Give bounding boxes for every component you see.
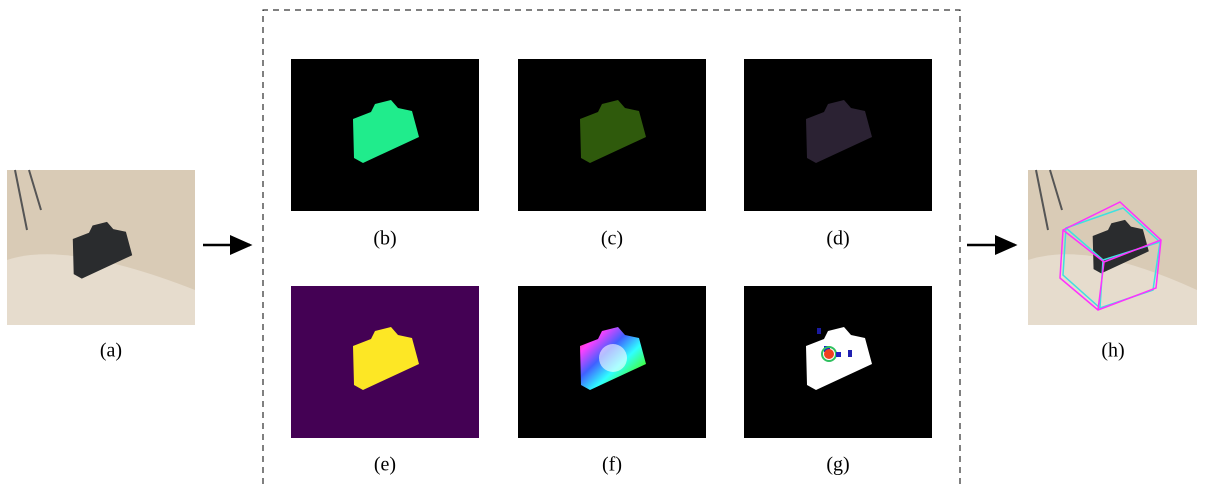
panel-label: (f) xyxy=(602,454,622,476)
table-surface xyxy=(1028,254,1197,325)
vote-point xyxy=(836,352,841,357)
mask-panel xyxy=(291,59,479,211)
panel-label: (b) xyxy=(373,228,396,250)
dashed-frame xyxy=(262,9,961,484)
chair-legs xyxy=(14,169,42,231)
segmentation-panel xyxy=(291,286,479,438)
field-center xyxy=(599,344,627,372)
panel-label: (d) xyxy=(826,228,849,250)
vote-point xyxy=(824,346,830,352)
feature-panel xyxy=(744,59,932,211)
output-image xyxy=(1028,169,1197,325)
vote-point xyxy=(848,350,852,357)
vector-field-panel xyxy=(518,286,706,438)
vote-point xyxy=(817,328,821,334)
chair-legs xyxy=(1035,169,1063,231)
feature-panel xyxy=(518,59,706,211)
panel-label: (c) xyxy=(601,228,623,250)
voting-panel xyxy=(744,286,932,438)
input-image xyxy=(7,169,195,325)
panel-label: (g) xyxy=(826,454,849,476)
table-surface xyxy=(7,254,195,325)
vote-peak xyxy=(824,349,834,359)
panel-label: (a) xyxy=(100,340,122,362)
predicted-box xyxy=(1059,201,1162,311)
panel-label: (h) xyxy=(1101,340,1124,362)
panel-label: (e) xyxy=(374,454,396,476)
